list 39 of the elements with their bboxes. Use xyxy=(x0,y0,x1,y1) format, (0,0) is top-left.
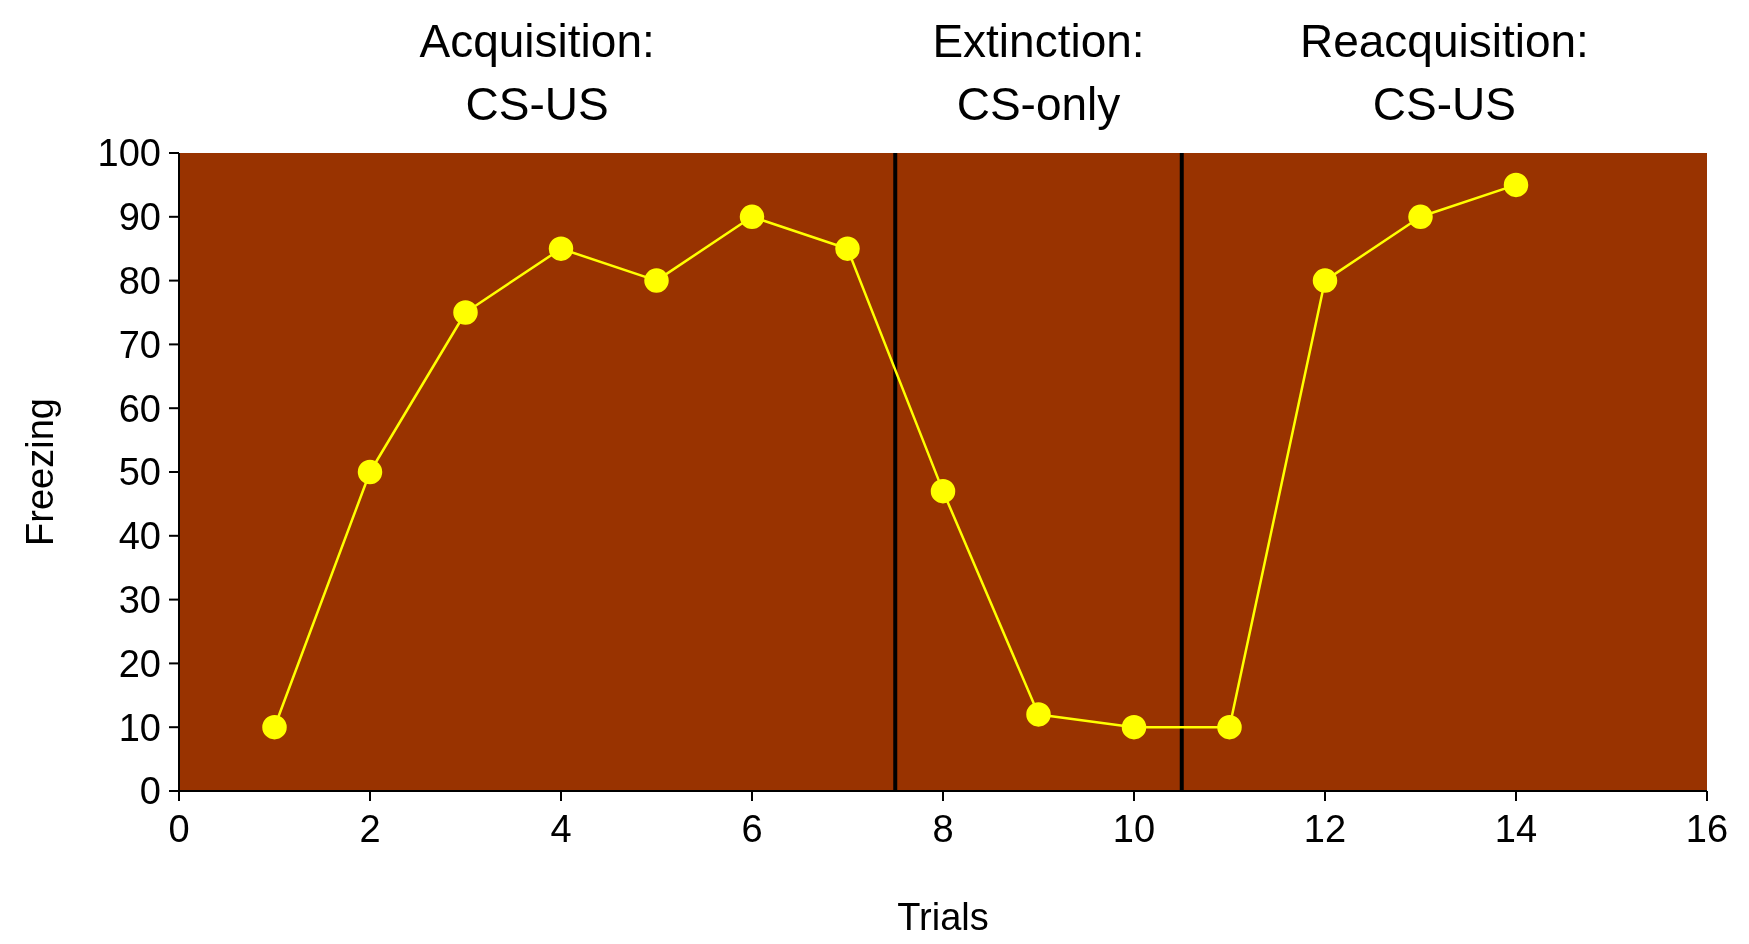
point xyxy=(262,714,287,740)
y-tick-label: 10 xyxy=(118,706,161,749)
x-tick-label: 4 xyxy=(550,807,572,850)
point xyxy=(1408,204,1433,230)
point xyxy=(1503,172,1529,198)
point xyxy=(930,478,956,504)
y-tick-label: 100 xyxy=(97,132,161,175)
x-tick-label: 8 xyxy=(932,807,954,850)
y-tick-label: 50 xyxy=(118,451,161,494)
point xyxy=(1312,268,1338,293)
x-tick-label: 16 xyxy=(1685,807,1729,850)
text: Extinction: CS-only xyxy=(932,14,1145,132)
x-tick-label: 6 xyxy=(741,807,763,850)
x-tick-label: 0 xyxy=(168,807,190,850)
y-tick-label: 70 xyxy=(118,323,161,366)
x-axis-title: Trials xyxy=(897,896,989,938)
x-tick-label: 2 xyxy=(359,807,381,850)
y-tick-label: 20 xyxy=(118,642,161,685)
point xyxy=(453,300,478,325)
x-tick-label: 10 xyxy=(1112,807,1156,850)
text: Reacquisition: CS-US xyxy=(1299,14,1589,132)
text: Acquisition: CS-US xyxy=(419,14,655,132)
point xyxy=(357,459,383,485)
x-tick-label: 14 xyxy=(1494,807,1538,850)
y-tick-label: 80 xyxy=(118,260,161,303)
point xyxy=(835,236,860,261)
x-tick-label: 12 xyxy=(1303,807,1347,850)
point xyxy=(644,268,669,293)
y-tick-label: 40 xyxy=(118,515,161,558)
y-tick-label: 0 xyxy=(139,770,161,813)
y-tick-label: 90 xyxy=(118,196,161,239)
point xyxy=(1026,702,1051,727)
y-tick-label: 30 xyxy=(118,579,161,622)
point xyxy=(1121,714,1147,740)
point xyxy=(1217,714,1242,740)
y-axis-title: Freezing xyxy=(19,398,62,546)
y-tick-label: 60 xyxy=(118,387,161,430)
point xyxy=(739,204,765,230)
point xyxy=(548,236,574,261)
